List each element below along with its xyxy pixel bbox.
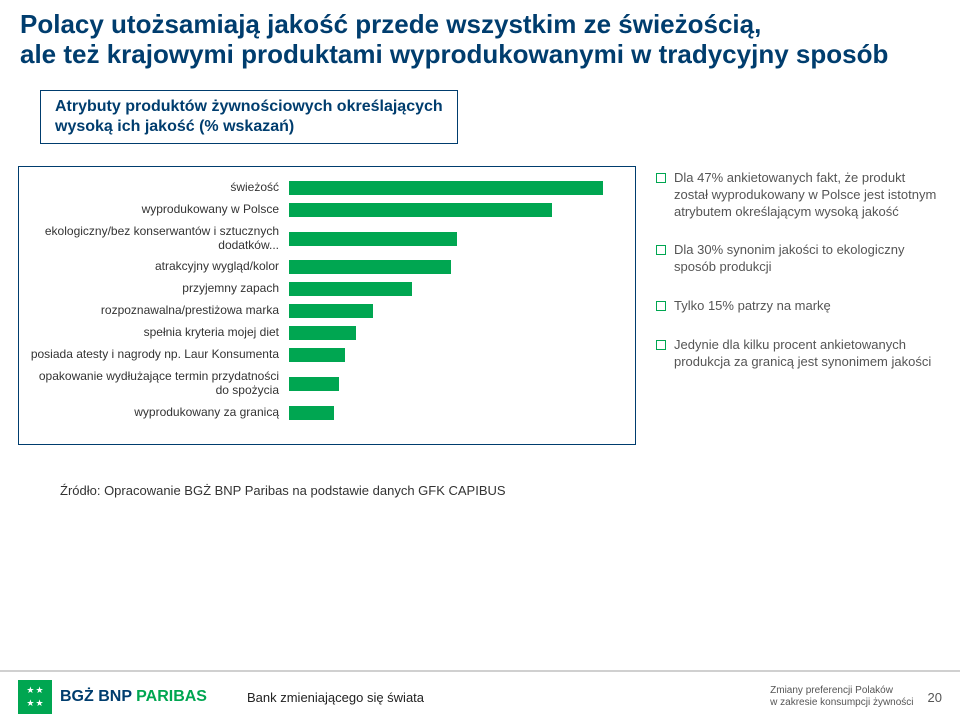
chart-bar-track [289, 377, 625, 391]
title-line-1: Polacy utożsamiają jakość przede wszystk… [20, 9, 761, 39]
chart-row-label: wyprodukowany w Polsce [29, 203, 289, 217]
chart-bar-track [289, 406, 625, 420]
chart-bar-track [289, 304, 625, 318]
subtitle-line-1: Atrybuty produktów żywnościowych określa… [55, 98, 443, 115]
chart-row: atrakcyjny wygląd/kolor [29, 260, 625, 274]
chart-row: opakowanie wydłużające termin przydatnoś… [29, 370, 625, 398]
chart-row-label: ekologiczny/bez konserwantów i sztucznyc… [29, 225, 289, 253]
bullet-text: Dla 47% ankietowanych fakt, że produkt z… [674, 170, 942, 221]
slogan: Bank zmieniającego się świata [247, 690, 424, 705]
chart-row: posiada atesty i nagrody np. Laur Konsum… [29, 348, 625, 362]
chart-bar [289, 181, 603, 195]
bullet-icon [656, 340, 666, 350]
bullet-icon [656, 173, 666, 183]
chart-row: spełnia kryteria mojej diet [29, 326, 625, 340]
bank-name: BGŻ BNP PARIBAS [60, 688, 207, 706]
logo-stars-icon: ★★ ★★ [18, 680, 52, 714]
chart-bar-track [289, 203, 625, 217]
chart-row-label: przyjemny zapach [29, 282, 289, 296]
chart-bar [289, 260, 451, 274]
footer: ★★ ★★ BGŻ BNP PARIBAS Bank zmieniającego… [0, 670, 960, 722]
bar-chart: świeżość wyprodukowany w Polsce ekologiczn… [18, 166, 636, 445]
doc-title: Zmiany preferencji Polaków w zakresie ko… [770, 685, 913, 709]
page-number: 20 [928, 690, 942, 705]
chart-bar [289, 232, 457, 246]
chart-bar-track [289, 260, 625, 274]
chart-row: ekologiczny/bez konserwantów i sztucznyc… [29, 225, 625, 253]
subtitle-box: Atrybuty produktów żywnościowych określa… [40, 90, 458, 144]
footer-right: Zmiany preferencji Polaków w zakresie ko… [770, 685, 942, 709]
chart-row-label: wyprodukowany za granicą [29, 406, 289, 420]
chart-bar-track [289, 232, 625, 246]
subtitle-line-2: wysoką ich jakość (% wskazań) [55, 118, 294, 135]
bullet-list: Dla 47% ankietowanych fakt, że produkt z… [656, 166, 942, 445]
chart-bar [289, 377, 339, 391]
chart-row-label: rozpoznawalna/prestiżowa marka [29, 304, 289, 318]
chart-bar-track [289, 282, 625, 296]
chart-row-label: świeżość [29, 181, 289, 195]
chart-row: świeżość [29, 181, 625, 195]
chart-bar-track [289, 181, 625, 195]
title-line-2: ale też krajowymi produktami wyprodukowa… [20, 39, 888, 69]
chart-bar-track [289, 326, 625, 340]
chart-bar [289, 406, 334, 420]
bullet-item: Tylko 15% patrzy na markę [656, 298, 942, 315]
chart-bar [289, 203, 552, 217]
chart-bar [289, 282, 412, 296]
bullet-text: Dla 30% synonim jakości to ekologiczny s… [674, 242, 942, 276]
bank-name-b: PARIBAS [136, 688, 207, 705]
doc-line-2: w zakresie konsumpcji żywności [770, 697, 913, 708]
doc-line-1: Zmiany preferencji Polaków [770, 685, 893, 696]
bullet-icon [656, 301, 666, 311]
logo: ★★ ★★ BGŻ BNP PARIBAS [18, 680, 207, 714]
bullet-item: Dla 47% ankietowanych fakt, że produkt z… [656, 170, 942, 221]
chart-row: rozpoznawalna/prestiżowa marka [29, 304, 625, 318]
chart-row: wyprodukowany za granicą [29, 406, 625, 420]
chart-row-label: opakowanie wydłużające termin przydatnoś… [29, 370, 289, 398]
bank-name-a: BGŻ BNP [60, 688, 136, 705]
chart-bar [289, 348, 345, 362]
bullet-item: Jedynie dla kilku procent ankietowanych … [656, 337, 942, 371]
bullet-item: Dla 30% synonim jakości to ekologiczny s… [656, 242, 942, 276]
main-content: świeżość wyprodukowany w Polsce ekologiczn… [0, 166, 960, 445]
chart-bar-track [289, 348, 625, 362]
chart-row: wyprodukowany w Polsce [29, 203, 625, 217]
chart-row-label: spełnia kryteria mojej diet [29, 326, 289, 340]
chart-row: przyjemny zapach [29, 282, 625, 296]
source-note: Źródło: Opracowanie BGŻ BNP Paribas na p… [60, 483, 960, 498]
bullet-text: Jedynie dla kilku procent ankietowanych … [674, 337, 942, 371]
chart-row-label: atrakcyjny wygląd/kolor [29, 260, 289, 274]
chart-bar [289, 326, 356, 340]
chart-row-label: posiada atesty i nagrody np. Laur Konsum… [29, 348, 289, 362]
page-title: Polacy utożsamiają jakość przede wszystk… [0, 0, 960, 80]
chart-bar [289, 304, 373, 318]
bullet-icon [656, 245, 666, 255]
bullet-text: Tylko 15% patrzy na markę [674, 298, 831, 315]
